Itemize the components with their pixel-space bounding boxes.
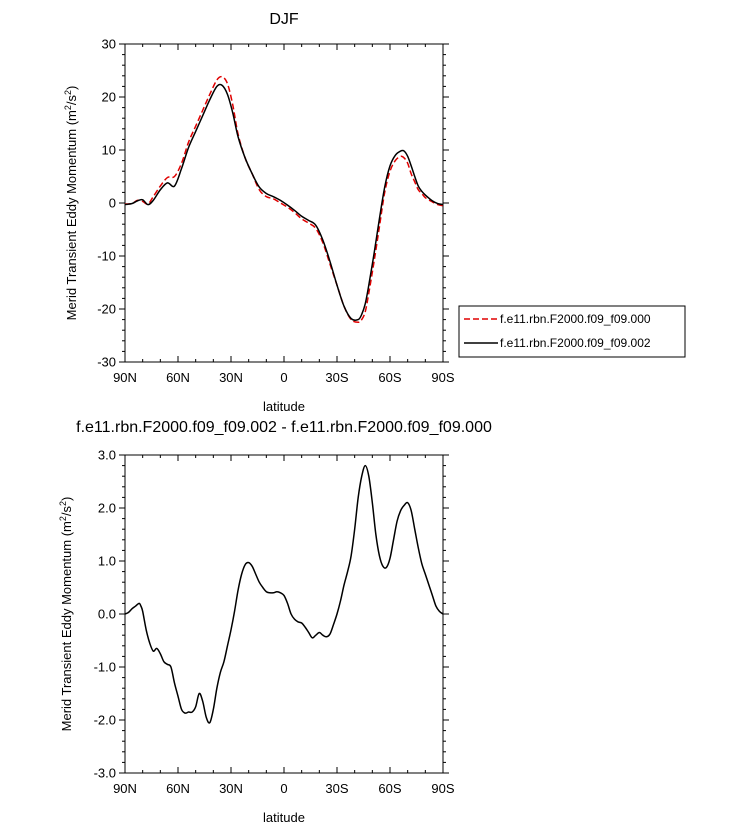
x-tick-label: 30N [219, 781, 243, 796]
series-lines [124, 75, 444, 324]
y-tick-label: 10 [102, 143, 116, 158]
y-axis-label-sup2: 2 [58, 501, 68, 506]
y-tick-label: 3.0 [98, 448, 116, 463]
y-tick-label: -2.0 [94, 713, 116, 728]
djf-panel: DJF 90N 60N 30N 0 30S 60S 90S 30 20 10 0 -10 -20 -30… [63, 11, 686, 414]
y-axis-label-sup1: 2 [58, 516, 68, 521]
x-tick-label: 30S [325, 370, 348, 385]
x-axis-label: latitude [263, 810, 305, 825]
y-axis-ticks: 30 20 10 0 -10 -20 -30 [97, 37, 449, 370]
x-tick-label: 90S [431, 370, 454, 385]
x-tick-label: 60N [166, 370, 190, 385]
x-tick-label: 90N [113, 370, 137, 385]
y-tick-label: 20 [102, 90, 116, 105]
x-tick-label: 30N [219, 370, 243, 385]
x-axis-label: latitude [263, 399, 305, 414]
y-axis-label: Merid Transient Eddy Momentum (m2/s2) [63, 86, 79, 321]
series-line-0 [124, 75, 444, 324]
chart-title: f.e11.rbn.F2000.f09_f09.002 - f.e11.rbn.… [76, 419, 492, 436]
y-tick-label: 0 [109, 196, 116, 211]
series-lines [124, 464, 444, 724]
y-tick-label: 30 [102, 37, 116, 52]
y-tick-label: -3.0 [94, 766, 116, 781]
y-tick-label: -20 [97, 302, 116, 317]
x-tick-label: 60N [166, 781, 190, 796]
difference-panel: f.e11.rbn.F2000.f09_f09.002 - f.e11.rbn.… [58, 419, 492, 825]
y-axis-label-mid: /s [64, 95, 79, 106]
x-tick-label: 60S [378, 370, 401, 385]
series-line-1 [124, 83, 444, 321]
y-axis-label: Merid Transient Eddy Momentum (m2/s2) [58, 497, 74, 732]
y-tick-label: -1.0 [94, 660, 116, 675]
legend-box [458, 305, 686, 358]
plot-frame [124, 454, 444, 774]
y-axis-label-base: Merid Transient Eddy Momentum (m [59, 521, 74, 731]
y-axis-label-sup1: 2 [63, 105, 73, 110]
x-axis-ticks: 90N 60N 30N 0 30S 60S 90S [113, 44, 455, 385]
y-tick-label: 2.0 [98, 501, 116, 516]
y-tick-label: 1.0 [98, 554, 116, 569]
x-tick-label: 90S [431, 781, 454, 796]
y-axis-label-end: ) [64, 86, 79, 90]
y-axis-ticks: 3.0 2.0 1.0 0.0 -1.0 -2.0 -3.0 [94, 448, 449, 781]
legend-entry-label: f.e11.rbn.F2000.f09_f09.002 [500, 336, 651, 350]
x-tick-label: 60S [378, 781, 401, 796]
y-axis-label-end: ) [59, 497, 74, 501]
legend: f.e11.rbn.F2000.f09_f09.000 f.e11.rbn.F2… [458, 305, 686, 358]
legend-entry-label: f.e11.rbn.F2000.f09_f09.000 [500, 312, 651, 326]
y-axis-label-mid: /s [59, 506, 74, 517]
x-tick-label: 0 [280, 781, 287, 796]
y-tick-label: -10 [97, 249, 116, 264]
y-axis-label-base: Merid Transient Eddy Momentum (m [64, 110, 79, 320]
chart-title: DJF [269, 11, 299, 28]
x-tick-label: 30S [325, 781, 348, 796]
y-tick-label: -30 [97, 355, 116, 370]
y-axis-label-sup2: 2 [63, 90, 73, 95]
x-tick-label: 90N [113, 781, 137, 796]
x-tick-label: 0 [280, 370, 287, 385]
y-tick-label: 0.0 [98, 607, 116, 622]
x-axis-ticks: 90N 60N 30N 0 30S 60S 90S [113, 455, 455, 796]
series-line-0 [124, 464, 444, 724]
